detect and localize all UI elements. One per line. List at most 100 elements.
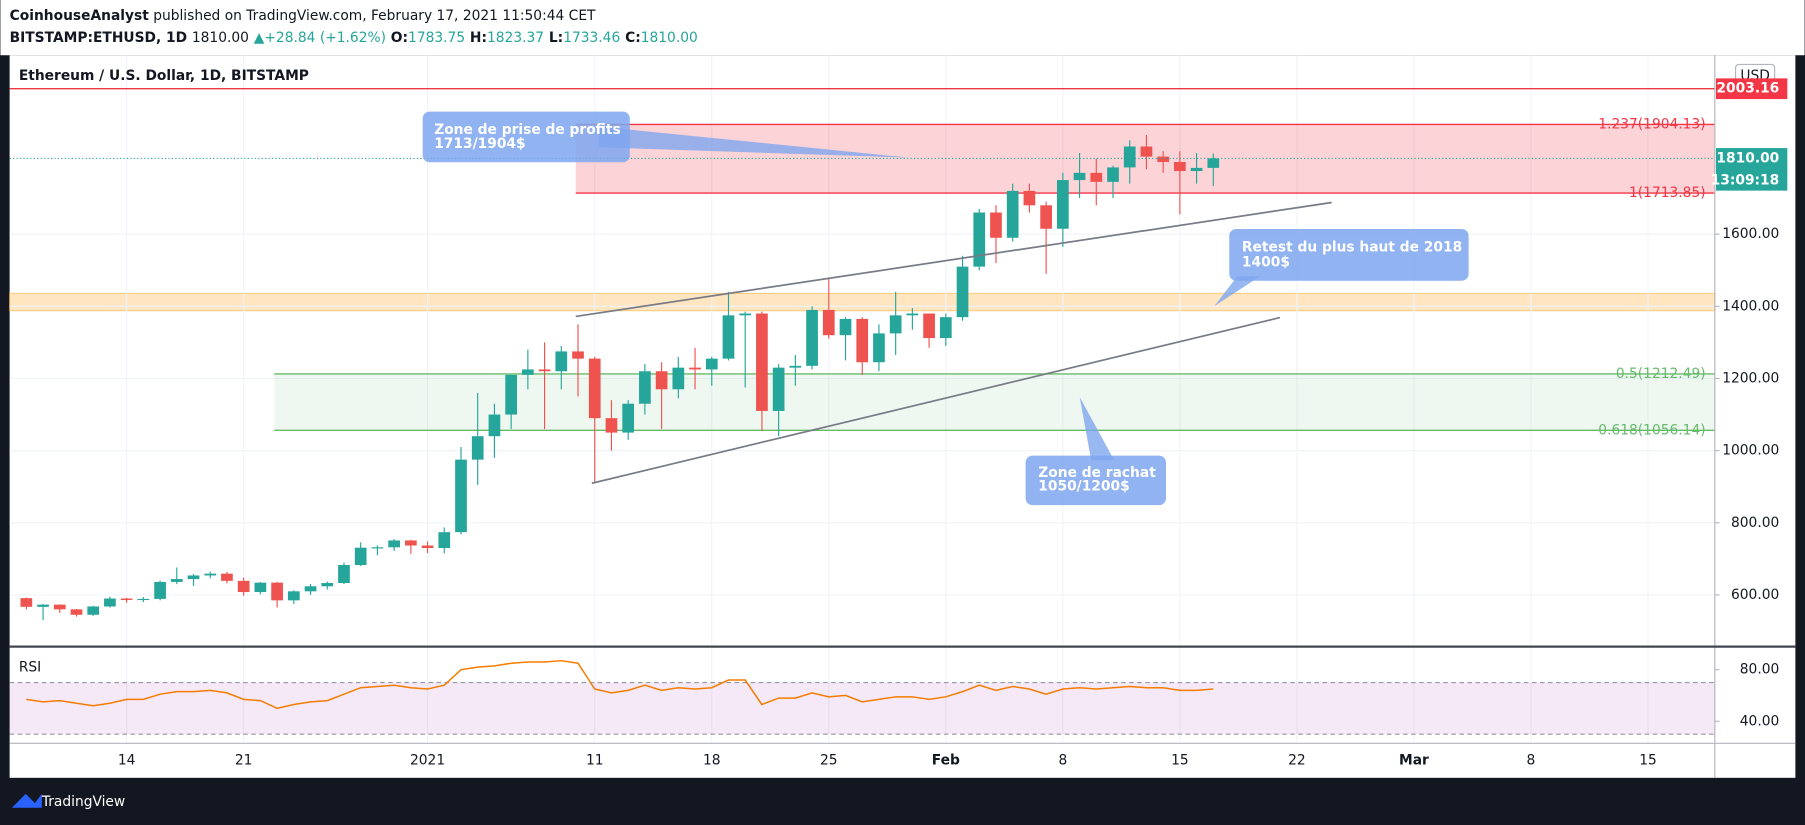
x-tick-label: 8: [1527, 753, 1536, 769]
x-tick-label: 15: [1171, 753, 1189, 769]
candle-body: [939, 317, 952, 339]
candle-body: [20, 598, 33, 607]
candle-body: [338, 564, 350, 584]
author: CoinhouseAnalyst: [10, 8, 150, 24]
candle-body: [839, 318, 852, 336]
x-tick-label: 8: [1058, 753, 1067, 769]
x-tick-label: 2021: [410, 753, 445, 769]
x-tick-label: 22: [1288, 753, 1306, 769]
level-axis-label: 2003.16: [1716, 81, 1779, 97]
candle-body: [1006, 190, 1019, 238]
candle-body: [505, 374, 518, 415]
ohlc-label: H:: [470, 30, 487, 46]
candle-body: [321, 583, 334, 587]
trend-line: [591, 316, 1281, 485]
ohlc-label: L:: [549, 30, 563, 46]
callout-box: [1229, 228, 1469, 281]
callout-text: 1050/1200$: [1038, 479, 1129, 495]
level-axis-box: [1715, 78, 1788, 100]
x-tick-label: Mar: [1399, 753, 1429, 769]
candle-body: [1140, 146, 1153, 157]
candle-body: [588, 358, 601, 419]
candle-body: [923, 313, 935, 339]
rsi-title: RSI: [19, 659, 41, 675]
candle-body: [455, 459, 467, 533]
candle-body: [70, 609, 83, 615]
rsi-line: [26, 659, 1214, 710]
y-tick-label: 1400.00: [1722, 298, 1779, 314]
candle-body: [873, 333, 885, 363]
candle-body: [956, 266, 969, 318]
candle-body: [404, 540, 417, 546]
candle-body: [639, 371, 651, 404]
ohlc-value: 1783.75: [408, 30, 465, 46]
level-label: 0.5(1212.49): [1616, 366, 1706, 382]
candle-body: [789, 365, 802, 368]
candle-body: [655, 371, 668, 390]
candle-body: [722, 315, 735, 359]
y-tick-label: 1000.00: [1722, 443, 1779, 459]
candle-body: [522, 369, 534, 375]
callouts: Zone de prise de profits 1713/1904$ Rete…: [422, 111, 1469, 506]
x-tick-label: 21: [235, 753, 253, 769]
background-layer: [9, 292, 1716, 312]
symbol-line: BITSTAMP:ETHUSD, 1D 1810.00 ▲+28.84 (+1.…: [10, 30, 698, 46]
header-line: CoinhouseAnalyst published on TradingVie…: [10, 8, 596, 24]
level-label: 0.618(1056.14): [1598, 422, 1705, 438]
trend-line: [575, 201, 1332, 318]
candle-body: [120, 598, 133, 600]
brand: TradingView: [41, 794, 125, 810]
ohlc-label: O:: [391, 30, 408, 46]
candle-body: [187, 575, 200, 580]
symbol: BITSTAMP:ETHUSD, 1D: [10, 30, 187, 46]
change: +28.84 (+1.62%): [264, 30, 386, 46]
y-tick-label: 1600.00: [1722, 226, 1779, 242]
candle-body: [1190, 167, 1203, 172]
candle-body: [605, 418, 618, 433]
candle-body: [354, 547, 367, 565]
x-tick-label: 25: [820, 753, 838, 769]
candle-body: [889, 315, 902, 334]
callout-text: Zone de prise de profits: [434, 122, 621, 138]
candle-body: [906, 313, 919, 316]
price: 1810.00: [192, 30, 249, 46]
candle-body: [87, 606, 100, 615]
candle-body: [37, 604, 49, 607]
candle-body: [1157, 156, 1170, 163]
ohlc-label: C:: [625, 30, 641, 46]
candle-body: [672, 367, 685, 390]
axis-layer: USD Ethereum / U.S. Dollar, 1D, BITSTAMP…: [9, 55, 1796, 778]
candle-body: [53, 604, 66, 610]
candle-body: [622, 403, 635, 433]
resistance-zone: [9, 292, 1716, 312]
candle-body: [254, 582, 267, 593]
candle-body: [990, 212, 1002, 238]
candle-body: [1123, 146, 1136, 168]
published: published on TradingView.com, February 1…: [153, 8, 596, 24]
candle-body: [572, 351, 584, 359]
candle-body: [806, 309, 818, 366]
candle-body: [371, 547, 384, 549]
last-price-label: 1810.00: [1716, 150, 1779, 166]
y-tick-label: 800.00: [1731, 515, 1779, 531]
x-tick-label: 11: [586, 753, 604, 769]
candle-body: [1090, 172, 1103, 182]
callout-box: [1025, 455, 1166, 506]
candle-body: [388, 540, 400, 548]
candle-body: [1073, 172, 1086, 181]
level-label: 1(1713.85): [1629, 185, 1706, 201]
candle-body: [204, 573, 217, 576]
x-tick-label: 18: [703, 753, 721, 769]
footer: TradingView: [11, 793, 125, 810]
candle-body: [170, 579, 183, 582]
candle-body: [1056, 180, 1069, 229]
candle-body: [1207, 158, 1220, 168]
level-label: 1.237(1904.13): [1598, 116, 1705, 132]
ohlc-value: 1823.37: [487, 30, 544, 46]
callout-text: 1400$: [1242, 254, 1290, 270]
trend-lines: [575, 201, 1332, 485]
candle-body: [1023, 190, 1036, 206]
candle-body: [287, 591, 300, 601]
